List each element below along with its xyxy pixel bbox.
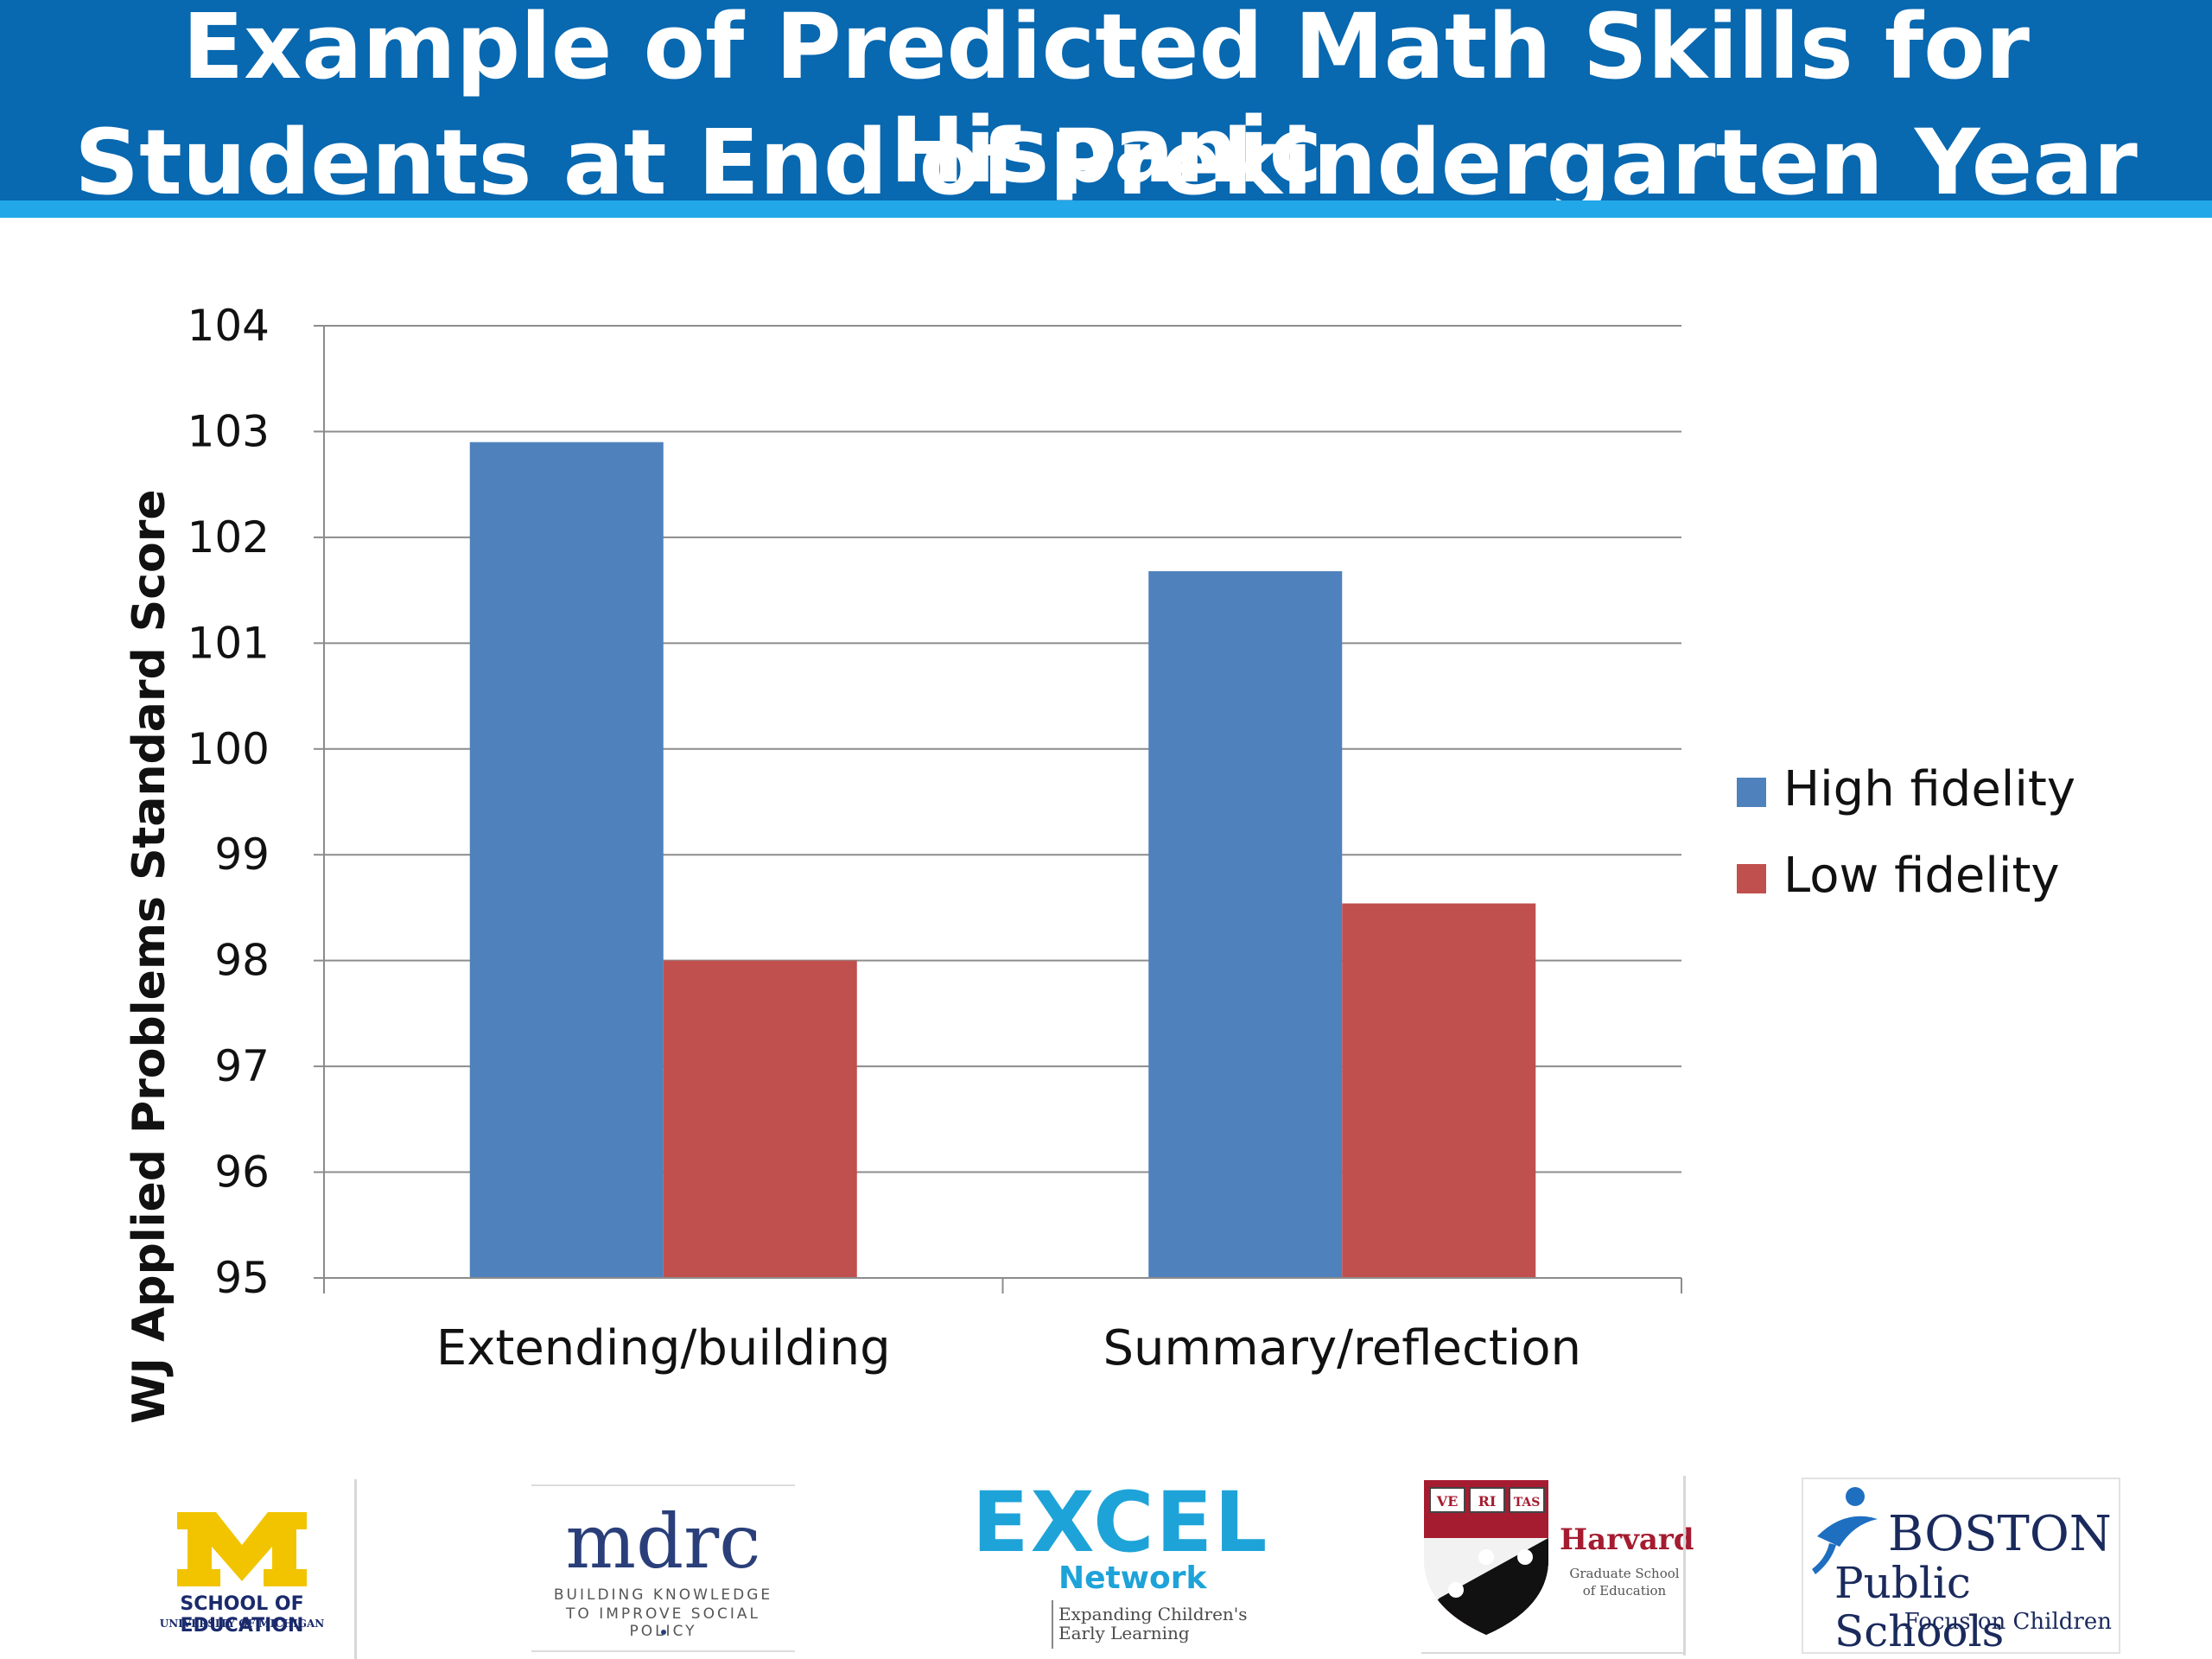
running-figure-icon	[1812, 1487, 1878, 1574]
shield-label-2: RI	[1478, 1493, 1497, 1510]
y-tick-label: 104	[188, 301, 270, 351]
bps-focus-on-children: Focus on Children	[1904, 1609, 2112, 1635]
bar-low-fidelity-extending-building	[663, 960, 857, 1278]
mdrc-tagline-1: BUILDING KNOWLEDGE	[553, 1586, 773, 1604]
umich-school-of-education-logo: SCHOOL OF EDUCATION UNIVERSITY OF MICHIG…	[121, 1503, 363, 1642]
harvard-name: Harvard	[1560, 1522, 1694, 1557]
chart-axes: 95 96 97 98 99 100 101 102 103 104 Extending/build…	[188, 301, 1682, 1376]
harvard-subtitle-2: of Education	[1582, 1583, 1667, 1599]
mdrc-wordmark: mdrc	[565, 1499, 761, 1586]
shield-label-3: TAS	[1514, 1496, 1541, 1510]
logo-divider	[354, 1479, 357, 1659]
bar-high-fidelity-extending-building	[469, 442, 664, 1278]
y-tick-label: 102	[188, 512, 270, 563]
umich-line-1: SCHOOL OF EDUCATION	[180, 1593, 304, 1637]
mdrc-tagline-2: TO IMPROVE SOCIAL POLICY	[566, 1605, 760, 1640]
chart-bars	[469, 442, 1536, 1278]
x-category-label: Summary/reflection	[1103, 1320, 1581, 1376]
mdrc-dot	[661, 1630, 666, 1635]
excel-wordmark: EXCEL	[972, 1474, 1269, 1571]
bar-low-fidelity-summary-reflection	[1342, 903, 1536, 1278]
block-m-icon	[177, 1512, 307, 1586]
shield-label-1: VE	[1436, 1493, 1459, 1510]
page-title-line-2: Students at End of Prekindergarten Year	[74, 110, 2138, 215]
y-tick-label: 103	[188, 406, 270, 456]
y-tick-label: 96	[214, 1147, 270, 1198]
legend-label: Low fidelity	[1783, 848, 2060, 904]
mdrc-logo: mdrc BUILDING KNOWLEDGE TO IMPROVE SOCIA…	[531, 1484, 795, 1652]
y-tick-label: 100	[188, 724, 270, 774]
bps-public-schools: Public Schools	[1834, 1558, 2005, 1656]
excel-tagline-1: Expanding Children's	[1058, 1604, 1248, 1624]
y-axis-label: WJ Applied Problems Standard Score	[124, 489, 175, 1423]
harvard-subtitle-1: Graduate School	[1569, 1566, 1680, 1581]
bps-boston: BOSTON	[1888, 1506, 2112, 1562]
y-tick-label: 95	[214, 1253, 270, 1303]
page-title-line-1: Example of Predicted Math Skills for His…	[182, 0, 2030, 203]
shield-books: VE RI TAS	[1429, 1487, 1545, 1513]
bar-chart: 95 96 97 98 99 100 101 102 103 104 Extending/build…	[124, 301, 2075, 1424]
y-tick-label: 97	[214, 1041, 270, 1091]
excel-tagline-2: Early Learning	[1058, 1623, 1190, 1643]
y-tick-label: 101	[188, 618, 270, 668]
excel-network-logo: EXCEL Network Expanding Children's Early…	[972, 1474, 1269, 1656]
y-tick-label: 99	[214, 830, 270, 880]
chart-legend: High fidelity Low fidelity	[1737, 761, 2075, 904]
excel-network-label: Network	[1058, 1560, 1207, 1596]
y-tick-label: 98	[214, 936, 270, 986]
title-banner: Example of Predicted Math Skills for His…	[0, 0, 2212, 214]
logo-divider	[1683, 1476, 1686, 1656]
title-accent-stripe	[0, 200, 2212, 218]
legend-swatch	[1737, 864, 1766, 893]
legend-swatch	[1737, 778, 1766, 807]
umich-line-2: UNIVERSITY OF MICHIGAN	[159, 1618, 325, 1630]
shield-flowers	[1448, 1549, 1533, 1598]
bar-high-fidelity-summary-reflection	[1148, 571, 1343, 1278]
harvard-shield-icon: VE RI TAS	[1424, 1480, 1548, 1635]
harvard-gse-logo: VE RI TAS Harvard Graduate School of Edu…	[1421, 1478, 1694, 1655]
logo-divider	[1421, 1652, 1685, 1654]
legend-label: High fidelity	[1783, 761, 2075, 817]
x-category-label: Extending/building	[436, 1320, 891, 1376]
excel-tag-bar	[1052, 1600, 1053, 1649]
boston-public-schools-logo: BOSTON Public Schools Focus on Children	[1802, 1478, 2120, 1656]
